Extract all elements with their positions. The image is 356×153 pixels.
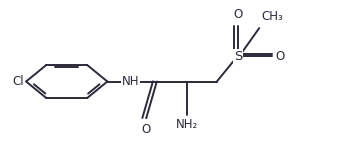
Text: NH: NH [121,75,139,88]
Text: NH₂: NH₂ [176,118,198,131]
Text: Cl: Cl [13,75,24,88]
Text: O: O [234,8,243,21]
Text: O: O [142,123,151,136]
Text: S: S [234,50,242,63]
Text: CH₃: CH₃ [261,10,283,23]
Text: O: O [275,50,284,63]
